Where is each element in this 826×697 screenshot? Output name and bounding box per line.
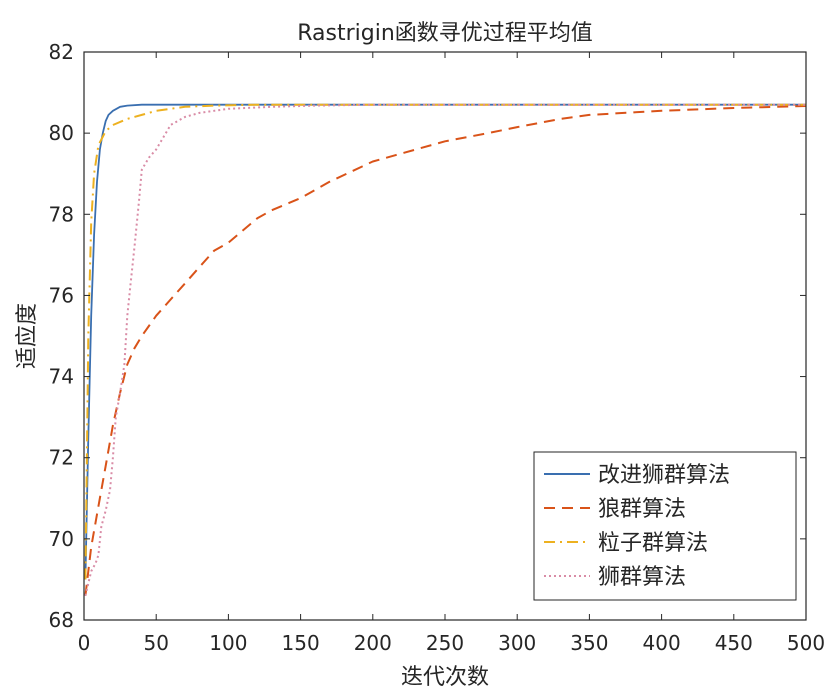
x-tick-label: 50 [143,631,168,655]
x-tick-label: 250 [426,631,464,655]
x-tick-label: 200 [354,631,392,655]
x-tick-label: 350 [570,631,608,655]
x-tick-label: 400 [643,631,681,655]
y-tick-label: 76 [49,283,74,307]
y-axis-label: 适应度 [15,303,40,369]
legend-entry: 粒子群算法 [598,531,708,556]
x-tick-label: 150 [282,631,320,655]
x-tick-label: 450 [715,631,753,655]
y-axis-ticks: 68 70 72 74 76 78 80 82 [49,40,806,632]
legend-entry: 狮群算法 [598,565,686,590]
y-tick-label: 72 [49,446,74,470]
x-axis-label: 迭代次数 [401,665,489,690]
y-tick-label: 68 [49,608,74,632]
x-tick-label: 300 [498,631,536,655]
y-tick-label: 82 [49,40,74,64]
y-tick-label: 74 [49,365,74,389]
x-tick-label: 100 [209,631,247,655]
x-tick-label: 0 [78,631,91,655]
x-tick-label: 500 [787,631,825,655]
series-layer [84,103,807,596]
y-tick-label: 70 [49,527,74,551]
legend-entry: 改进狮群算法 [598,463,730,488]
x-axis-ticks: 0 50 100 150 200 250 300 350 400 450 500 [78,52,825,655]
y-tick-label: 78 [49,202,74,226]
y-tick-label: 80 [49,121,74,145]
series-line-3 [84,103,806,580]
legend-box [533,451,797,601]
legend-entry: 狼群算法 [598,497,686,522]
chart-title: Rastrigin函数寻优过程平均值 [297,21,593,46]
